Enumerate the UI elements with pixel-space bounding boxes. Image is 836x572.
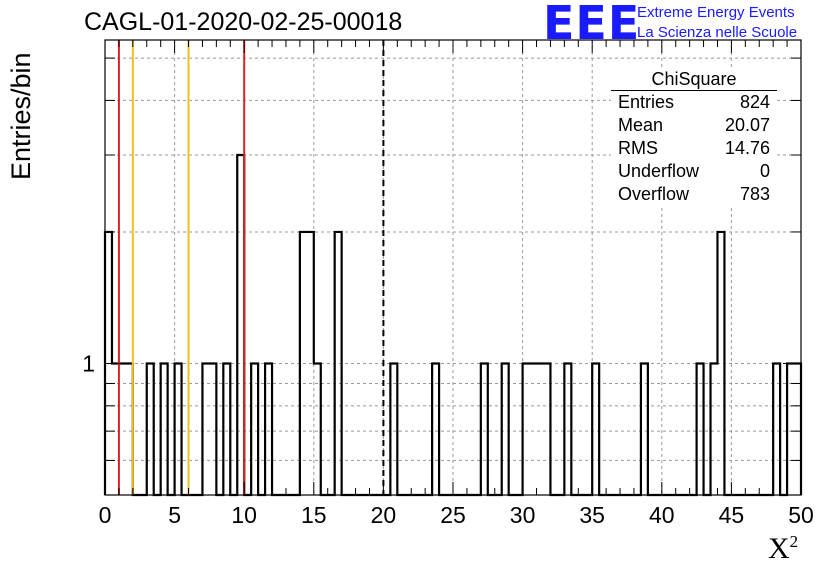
x-axis-label-base: X xyxy=(768,532,790,565)
stats-box-title: ChiSquare xyxy=(611,68,777,91)
plot-title: CAGL-01-2020-02-25-00018 xyxy=(84,8,403,36)
x-tick-label: 5 xyxy=(168,502,181,528)
x-axis-label-exponent: 2 xyxy=(789,532,799,551)
stats-value: 783 xyxy=(739,184,770,204)
stats-row-overflow: Overflow 783 xyxy=(611,183,777,206)
x-axis-label: X2 xyxy=(768,532,798,566)
stats-label: Entries xyxy=(618,92,675,112)
stats-box: ChiSquare Entries 824 Mean 20.07 RMS 14.76 … xyxy=(611,68,777,206)
stats-label: Overflow xyxy=(618,184,690,204)
stats-value: 0 xyxy=(759,161,770,181)
stats-value: 824 xyxy=(739,92,770,112)
eee-logo-line1: Extreme Energy Events xyxy=(637,4,795,21)
x-tick-label: 50 xyxy=(788,502,814,528)
stats-row-entries: Entries 824 xyxy=(611,91,777,114)
y-tick-label: 1 xyxy=(82,350,95,376)
x-tick-label: 45 xyxy=(719,502,745,528)
stats-value: 20.07 xyxy=(724,115,770,135)
stats-value: 14.76 xyxy=(724,138,770,158)
x-tick-label: 10 xyxy=(231,502,257,528)
x-tick-label: 35 xyxy=(579,502,605,528)
stats-row-rms: RMS 14.76 xyxy=(611,137,777,160)
stats-row-underflow: Underflow 0 xyxy=(611,160,777,183)
stats-label: Mean xyxy=(618,115,664,135)
x-tick-label: 25 xyxy=(440,502,466,528)
stats-label: RMS xyxy=(618,138,658,158)
x-tick-label: 15 xyxy=(301,502,327,528)
x-tick-label: 30 xyxy=(510,502,536,528)
eee-logo-line2: La Scienza nelle Scuole xyxy=(637,24,798,41)
x-tick-label: 0 xyxy=(99,502,112,528)
stats-label: Underflow xyxy=(618,161,700,181)
x-tick-label: 40 xyxy=(649,502,675,528)
stats-row-mean: Mean 20.07 xyxy=(611,114,777,137)
x-tick-label: 20 xyxy=(371,502,397,528)
